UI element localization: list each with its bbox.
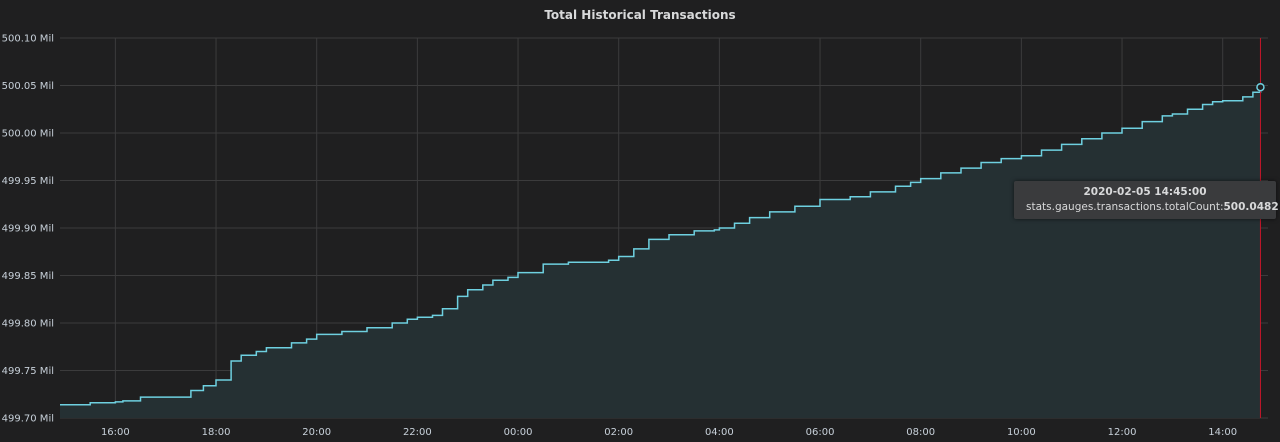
y-tick-label: 500.10 Mil [2, 34, 54, 45]
y-tick-label: 499.75 Mil [2, 366, 54, 377]
panel-title[interactable]: Total Historical Transactions [544, 8, 736, 22]
x-tick-label: 04:00 [705, 427, 734, 438]
x-tick-label: 02:00 [604, 427, 633, 438]
y-tick-label: 499.90 Mil [2, 224, 54, 235]
hover-point-marker [1256, 82, 1265, 92]
x-tick-label: 10:00 [1007, 427, 1036, 438]
y-tick-label: 500.05 Mil [2, 81, 54, 92]
x-tick-label: 00:00 [504, 427, 533, 438]
hover-tooltip: 2020-02-05 14:45:00 stats.gauges.transac… [1014, 181, 1280, 219]
y-tick-label: 499.80 Mil [2, 319, 54, 330]
x-tick-label: 16:00 [101, 427, 130, 438]
x-tick-label: 08:00 [906, 427, 935, 438]
x-tick-label: 22:00 [403, 427, 432, 438]
y-tick-label: 500.00 Mil [2, 129, 54, 140]
tooltip-series-name: stats.gauges.transactions.totalCount: [1026, 201, 1224, 213]
x-tick-label: 20:00 [302, 427, 331, 438]
y-tick-label: 499.95 Mil [2, 176, 54, 187]
y-tick-label: 499.70 Mil [2, 414, 54, 425]
x-tick-label: 18:00 [202, 427, 231, 438]
y-axis: 499.70 Mil 499.75 Mil 499.80 Mil 499.85 Mil… [2, 34, 54, 425]
x-tick-label: 06:00 [806, 427, 835, 438]
x-tick-label: 14:00 [1208, 427, 1237, 438]
tooltip-series-row: stats.gauges.transactions.totalCount: 50… [1022, 201, 1280, 213]
x-tick-label: 12:00 [1108, 427, 1137, 438]
series-line[interactable] [60, 87, 1262, 406]
tooltip-timestamp: 2020-02-05 14:45:00 [1083, 186, 1207, 198]
y-tick-label: 499.85 Mil [2, 271, 54, 282]
x-axis: 16:00 18:00 20:00 22:00 00:00 02:00 04:00 06:00… [101, 427, 1237, 438]
series-area-fill [60, 87, 1261, 418]
tooltip-series-value: 500.0482 Mil [1223, 201, 1280, 213]
